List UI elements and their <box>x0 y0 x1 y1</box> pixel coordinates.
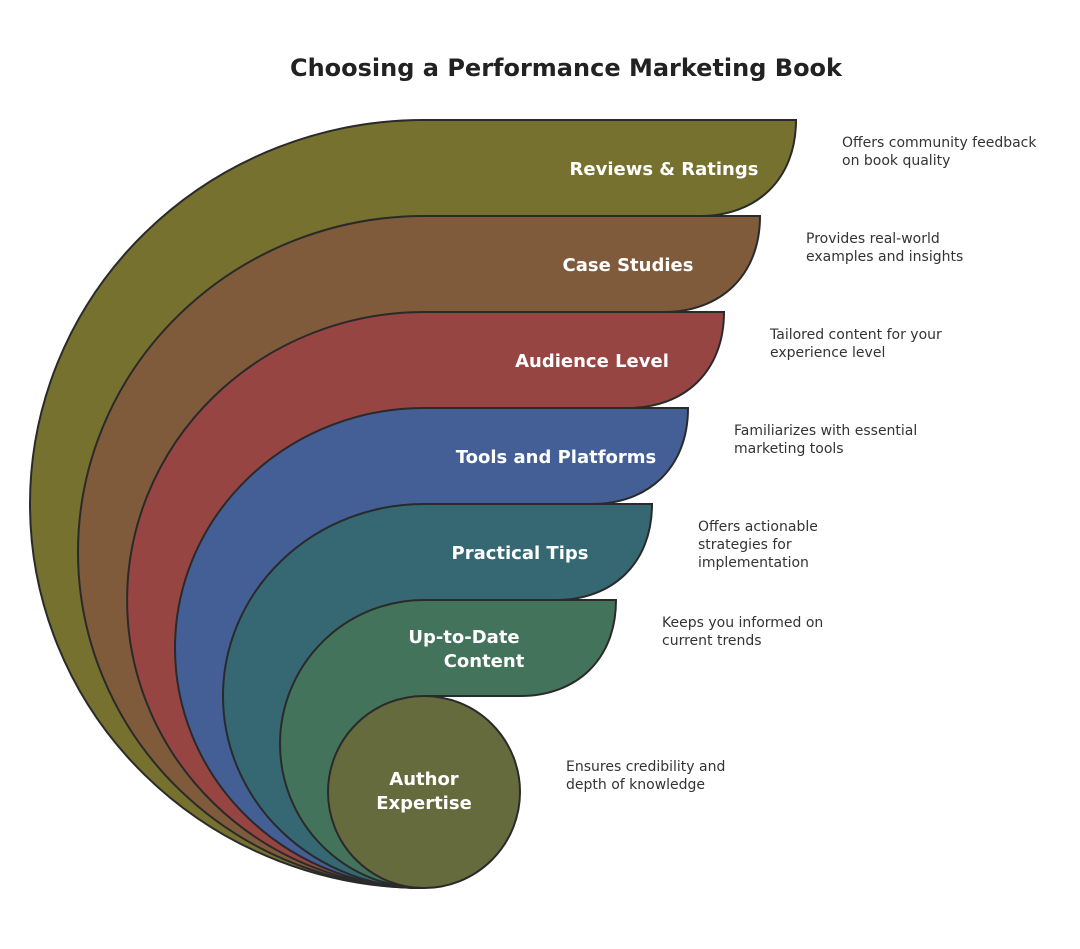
layer-description: depth of knowledge <box>566 777 705 793</box>
layer-label: Case Studies <box>563 255 694 276</box>
layer-label: Author <box>389 769 459 790</box>
layer-description: experience level <box>770 345 885 361</box>
title: Choosing a Performance Marketing Book <box>290 54 843 82</box>
layer-label: Content <box>444 651 525 672</box>
layer-label: Practical Tips <box>452 543 589 564</box>
layer-label: Audience Level <box>515 351 669 372</box>
layer-description: Familiarizes with essential <box>734 423 917 439</box>
layer-description: Keeps you informed on <box>662 615 823 631</box>
layer-description: examples and insights <box>806 249 963 265</box>
layer-label: Expertise <box>376 793 472 814</box>
layer-label: Up-to-Date <box>408 627 519 648</box>
layer-label: Reviews & Ratings <box>570 159 759 180</box>
core-circle <box>327 695 521 889</box>
layer-description: marketing tools <box>734 441 844 457</box>
layer-description: Provides real-world <box>806 231 940 247</box>
layer-description: Offers community feedback <box>842 135 1037 151</box>
layer-description: Tailored content for your <box>769 327 942 343</box>
layer-description: implementation <box>698 555 809 571</box>
layer-label: Tools and Platforms <box>456 447 657 468</box>
layer-description: Offers actionable <box>698 519 818 535</box>
layer-description: current trends <box>662 633 762 649</box>
layer-description: strategies for <box>698 537 792 553</box>
layer-description: on book quality <box>842 153 950 169</box>
layer-description: Ensures credibility and <box>566 759 725 775</box>
